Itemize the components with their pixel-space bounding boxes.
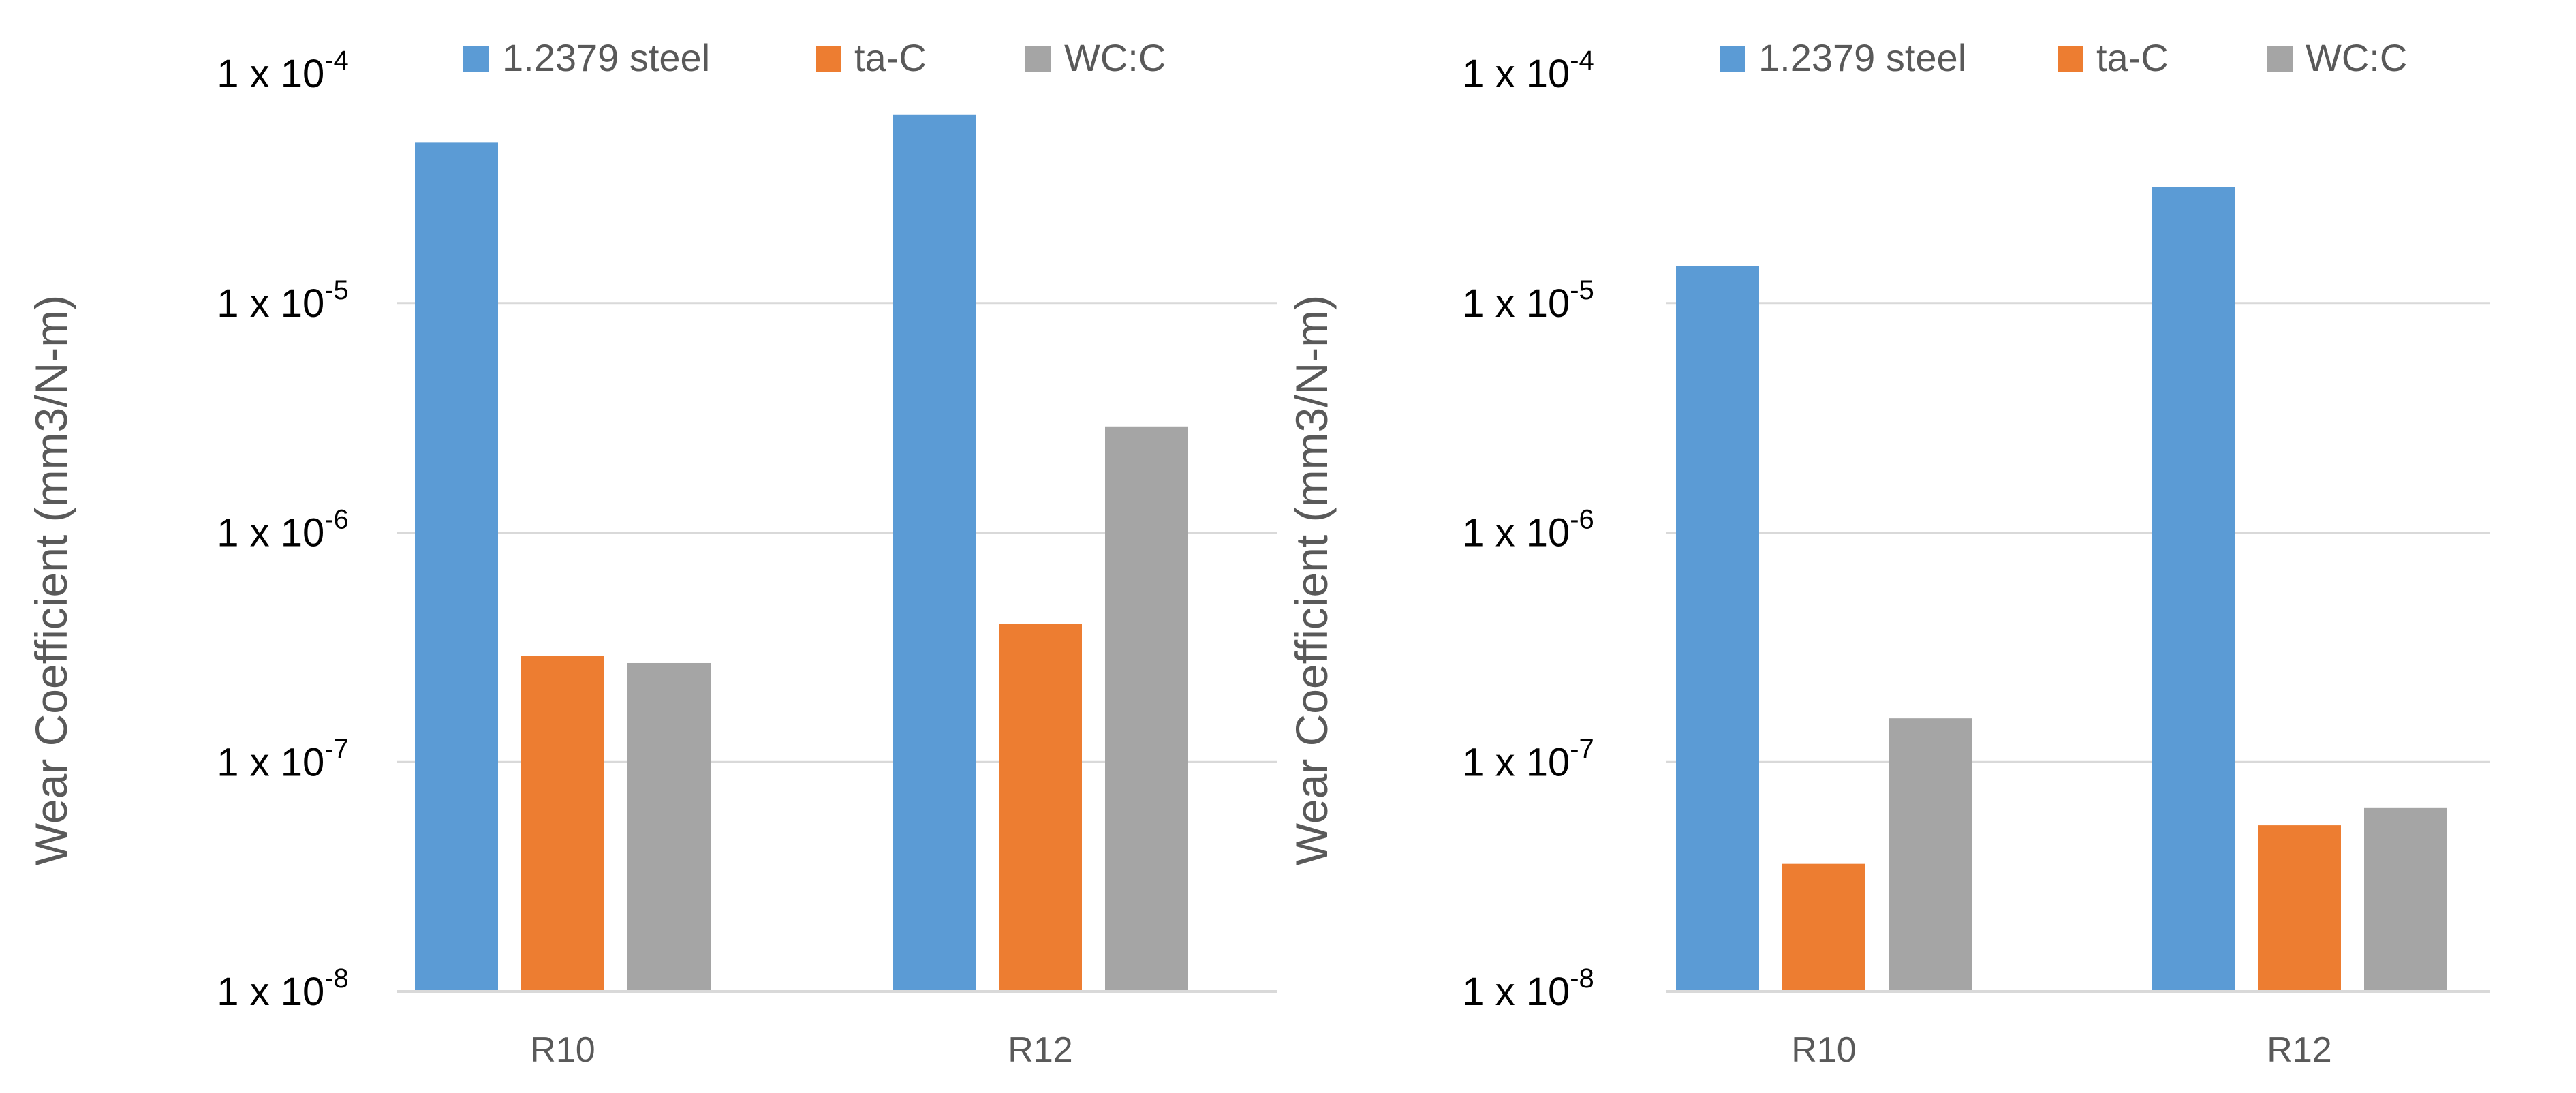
- bar-wc-c-r10: [1889, 718, 1972, 991]
- y-tick-label: 1 x 10-7: [217, 734, 349, 784]
- y-tick-label: 1 x 10-6: [217, 505, 349, 555]
- y-tick-label: 1 x 10-8: [217, 964, 349, 1014]
- bar-1-2379-steel-r12: [2152, 187, 2235, 991]
- bar-1-2379-steel-r10: [415, 142, 498, 992]
- x-tick-label: R12: [1008, 1030, 1072, 1070]
- legend-swatch: [463, 46, 489, 72]
- chart-right: 1 x 10-8 1 x 10-7 1 x 10-6 1 x 10-5 1 x 10-4…: [1286, 36, 2490, 1070]
- bar-1-2379-steel-r12: [893, 114, 976, 992]
- x-tick-label: R10: [1791, 1030, 1856, 1070]
- y-tick-label: 1 x 10-7: [1462, 734, 1594, 784]
- bar-wc-c-r12: [1105, 426, 1188, 991]
- chart-left: 1 x 10-8 1 x 10-7 1 x 10-6 1 x 10-5 1 x 10-4…: [26, 36, 1277, 1070]
- legend-label: WC:C: [2306, 36, 2407, 79]
- y-tick-label: 1 x 10-6: [1462, 505, 1594, 555]
- legend-swatch: [816, 46, 841, 72]
- bar-1-2379-steel-r10: [1676, 266, 1759, 992]
- legend-label: 1.2379 steel: [502, 36, 710, 79]
- x-tick-label: R12: [2267, 1030, 2331, 1070]
- y-tick-label: 1 x 10-8: [1462, 964, 1594, 1014]
- legend-swatch: [2267, 46, 2293, 72]
- bar-ta-c-r10: [1782, 863, 1865, 991]
- legend-label: ta-C: [854, 36, 927, 79]
- bar-wc-c-r12: [2364, 807, 2447, 991]
- legend-label: ta-C: [2096, 36, 2169, 79]
- bar-ta-c-r12: [999, 624, 1082, 991]
- x-tick-label: R10: [530, 1030, 595, 1070]
- bar-wc-c-r10: [627, 662, 711, 991]
- legend-label: WC:C: [1064, 36, 1166, 79]
- bar-ta-c-r10: [521, 656, 604, 991]
- y-axis-title: Wear Coefficient (mm3/N-m): [1286, 295, 1337, 865]
- bar-ta-c-r12: [2258, 825, 2341, 991]
- legend-swatch: [1025, 46, 1051, 72]
- legend-swatch: [2058, 46, 2083, 72]
- y-tick-label: 1 x 10-5: [1462, 275, 1594, 326]
- legend-swatch: [1720, 46, 1745, 72]
- y-tick-label: 1 x 10-4: [1462, 46, 1594, 96]
- legend-label: 1.2379 steel: [1758, 36, 1966, 79]
- y-tick-label: 1 x 10-4: [217, 46, 349, 96]
- y-tick-label: 1 x 10-5: [217, 275, 349, 326]
- y-axis-title: Wear Coefficient (mm3/N-m): [26, 295, 76, 865]
